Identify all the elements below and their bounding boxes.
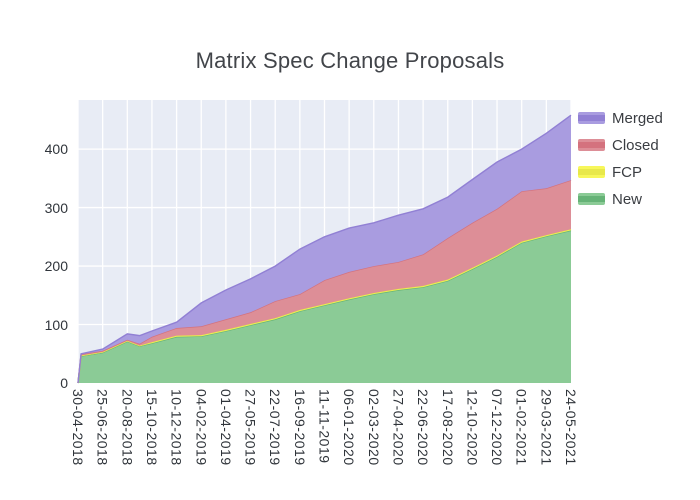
legend-swatch-fcp [578, 166, 605, 178]
legend-item-merged[interactable]: Merged [578, 108, 663, 128]
legend-label: FCP [612, 163, 642, 181]
x-tick-label: 27-04-2020 [390, 389, 407, 466]
area-band-new [78, 230, 571, 383]
x-tick-label: 10-12-2018 [168, 389, 185, 466]
x-tick-label: 04-02-2019 [193, 389, 210, 466]
x-tick-label: 02-03-2020 [365, 389, 382, 466]
x-tick-label: 06-01-2020 [341, 389, 358, 466]
area-band-merged [78, 115, 571, 383]
x-tick-label: 01-02-2021 [513, 389, 530, 466]
x-tick-label: 29-03-2021 [538, 389, 555, 466]
legend-item-closed[interactable]: Closed [578, 135, 663, 155]
y-tick-label: 200 [44, 258, 68, 275]
x-tick-label: 07-12-2020 [489, 389, 506, 466]
legend: Merged Closed FCP New [578, 108, 663, 216]
x-tick-label: 24-05-2021 [563, 389, 579, 466]
legend-label: New [612, 190, 643, 208]
x-tick-label: 27-05-2019 [242, 389, 259, 466]
y-tick-label: 400 [44, 141, 68, 158]
x-tick-label: 01-04-2019 [217, 389, 234, 466]
legend-item-new[interactable]: New [578, 189, 663, 209]
x-tick-label: 22-06-2020 [415, 389, 432, 466]
legend-swatch-merged [578, 112, 605, 124]
x-tick-label: 17-08-2020 [439, 389, 456, 466]
area-line-merged [77, 114, 572, 384]
chart-title: Matrix Spec Change Proposals [195, 48, 505, 73]
area-band-closed [78, 180, 571, 383]
x-tick-label: 11-11-2019 [316, 389, 333, 464]
legend-item-fcp[interactable]: FCP [578, 162, 663, 182]
x-tick-label: 15-10-2018 [143, 389, 160, 466]
x-tick-label: 20-08-2018 [119, 389, 136, 466]
legend-swatch-closed [578, 139, 605, 151]
x-tick-label: 16-09-2019 [291, 389, 308, 466]
legend-swatch-new [578, 193, 605, 205]
y-tick-label: 0 [60, 375, 68, 391]
x-tick-label: 12-10-2020 [464, 389, 481, 466]
x-tick-label: 22-07-2019 [267, 389, 284, 466]
y-tick-label: 100 [44, 316, 68, 333]
x-tick-label: 30-04-2018 [70, 389, 86, 466]
y-tick-label: 300 [44, 199, 68, 216]
x-tick-label: 25-06-2018 [94, 389, 111, 466]
legend-label: Merged [612, 109, 663, 127]
legend-label: Closed [612, 136, 659, 154]
